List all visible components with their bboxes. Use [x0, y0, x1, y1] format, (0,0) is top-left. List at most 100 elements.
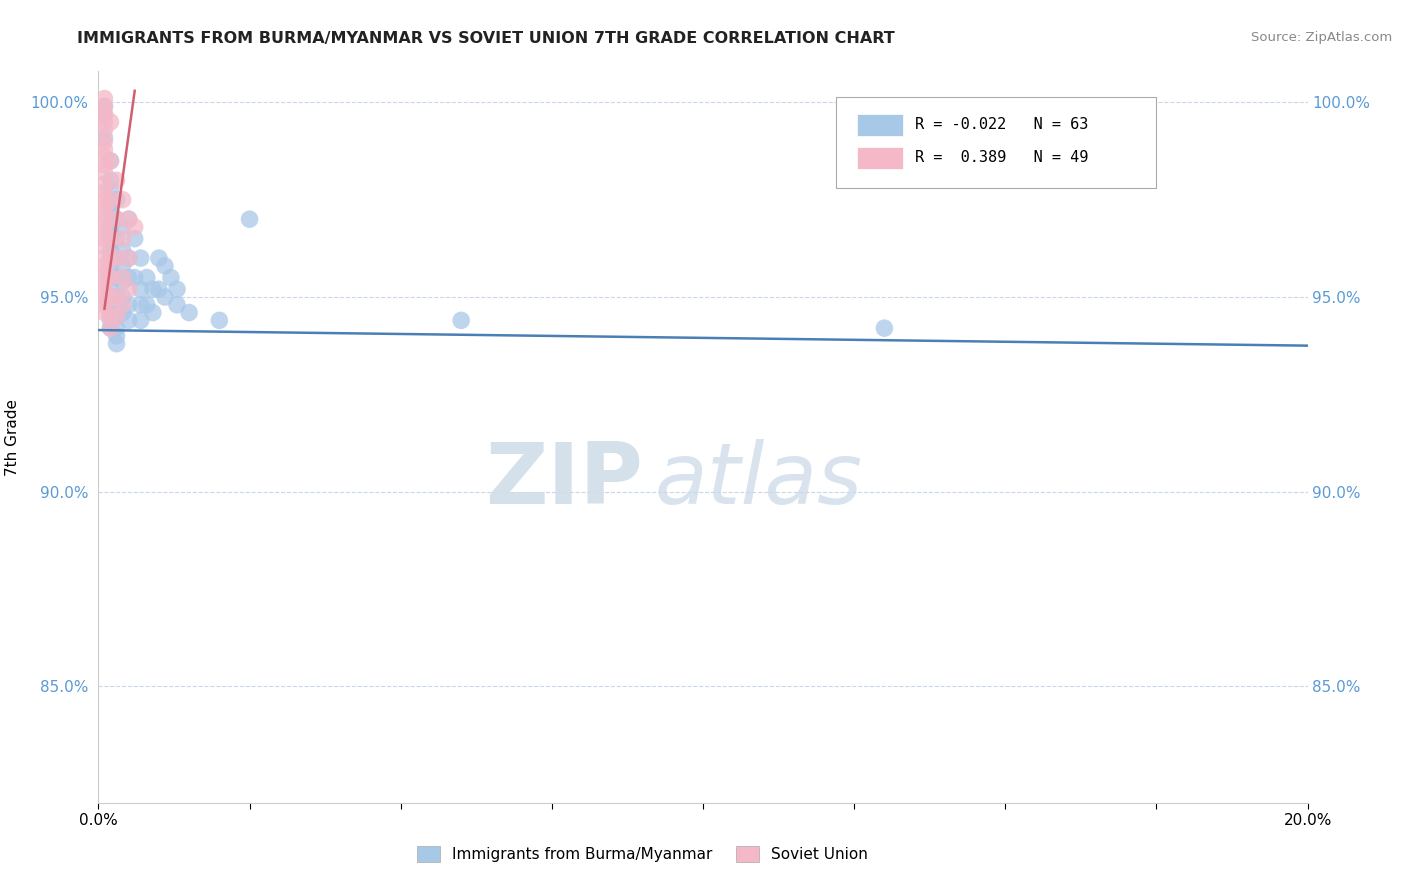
Point — [124, 232, 146, 246]
Point — [105, 329, 128, 343]
Text: R = -0.022   N = 63: R = -0.022 N = 63 — [915, 117, 1088, 132]
Point — [105, 290, 128, 304]
Point — [118, 251, 141, 265]
Point — [118, 282, 141, 296]
Text: IMMIGRANTS FROM BURMA/MYANMAR VS SOVIET UNION 7TH GRADE CORRELATION CHART: IMMIGRANTS FROM BURMA/MYANMAR VS SOVIET … — [77, 31, 896, 46]
Point — [93, 267, 115, 281]
Point — [105, 321, 128, 335]
Point — [93, 130, 115, 145]
FancyBboxPatch shape — [837, 97, 1157, 188]
Point — [208, 313, 231, 327]
Point — [100, 153, 122, 168]
Point — [118, 212, 141, 227]
Point — [93, 259, 115, 273]
Point — [93, 290, 115, 304]
Point — [93, 135, 115, 149]
Point — [111, 232, 134, 246]
Point — [111, 290, 134, 304]
Point — [105, 270, 128, 285]
Point — [166, 298, 188, 312]
Point — [93, 275, 115, 289]
Point — [105, 310, 128, 324]
Point — [129, 298, 152, 312]
FancyBboxPatch shape — [856, 114, 903, 136]
Point — [111, 305, 134, 319]
Point — [105, 251, 128, 265]
Point — [93, 282, 115, 296]
Point — [93, 122, 115, 136]
Point — [93, 158, 115, 172]
Point — [93, 142, 115, 156]
Point — [100, 282, 122, 296]
Point — [142, 305, 165, 319]
Point — [100, 321, 122, 335]
Point — [124, 270, 146, 285]
Point — [118, 212, 141, 227]
Point — [450, 313, 472, 327]
Point — [100, 244, 122, 258]
Point — [93, 107, 115, 121]
Point — [105, 310, 128, 324]
Point — [160, 270, 183, 285]
Point — [111, 193, 134, 207]
Point — [100, 115, 122, 129]
Point — [105, 212, 128, 227]
Point — [239, 212, 262, 227]
Text: atlas: atlas — [655, 440, 863, 523]
Point — [93, 239, 115, 253]
Point — [100, 313, 122, 327]
Point — [93, 107, 115, 121]
Point — [100, 290, 122, 304]
Point — [129, 251, 152, 265]
Point — [148, 282, 170, 296]
Point — [100, 251, 122, 265]
Point — [93, 251, 115, 265]
Point — [93, 216, 115, 230]
Point — [93, 185, 115, 199]
Y-axis label: 7th Grade: 7th Grade — [4, 399, 20, 475]
Point — [100, 321, 122, 335]
Point — [100, 270, 122, 285]
Point — [166, 282, 188, 296]
Point — [100, 219, 122, 234]
Point — [100, 251, 122, 265]
Point — [148, 251, 170, 265]
Point — [93, 99, 115, 113]
Point — [100, 305, 122, 319]
Point — [93, 177, 115, 191]
Point — [93, 224, 115, 238]
Point — [111, 275, 134, 289]
Point — [100, 153, 122, 168]
Point — [100, 310, 122, 324]
Point — [105, 232, 128, 246]
Point — [111, 244, 134, 258]
Point — [100, 259, 122, 273]
Point — [142, 282, 165, 296]
Point — [93, 298, 115, 312]
Point — [105, 290, 128, 304]
Point — [93, 193, 115, 207]
Point — [118, 298, 141, 312]
Point — [100, 173, 122, 187]
Point — [105, 173, 128, 187]
Point — [100, 298, 122, 312]
Point — [153, 259, 176, 273]
Point — [111, 259, 134, 273]
Point — [93, 150, 115, 164]
Point — [873, 321, 896, 335]
Legend: Immigrants from Burma/Myanmar, Soviet Union: Immigrants from Burma/Myanmar, Soviet Un… — [411, 840, 875, 868]
Point — [105, 193, 128, 207]
Point — [93, 115, 115, 129]
Point — [179, 305, 201, 319]
Point — [100, 290, 122, 304]
Point — [124, 219, 146, 234]
FancyBboxPatch shape — [856, 146, 903, 169]
Point — [93, 92, 115, 106]
Point — [93, 232, 115, 246]
Point — [118, 313, 141, 327]
Point — [100, 270, 122, 285]
Point — [129, 313, 152, 327]
Point — [100, 181, 122, 195]
Point — [100, 232, 122, 246]
Point — [111, 219, 134, 234]
